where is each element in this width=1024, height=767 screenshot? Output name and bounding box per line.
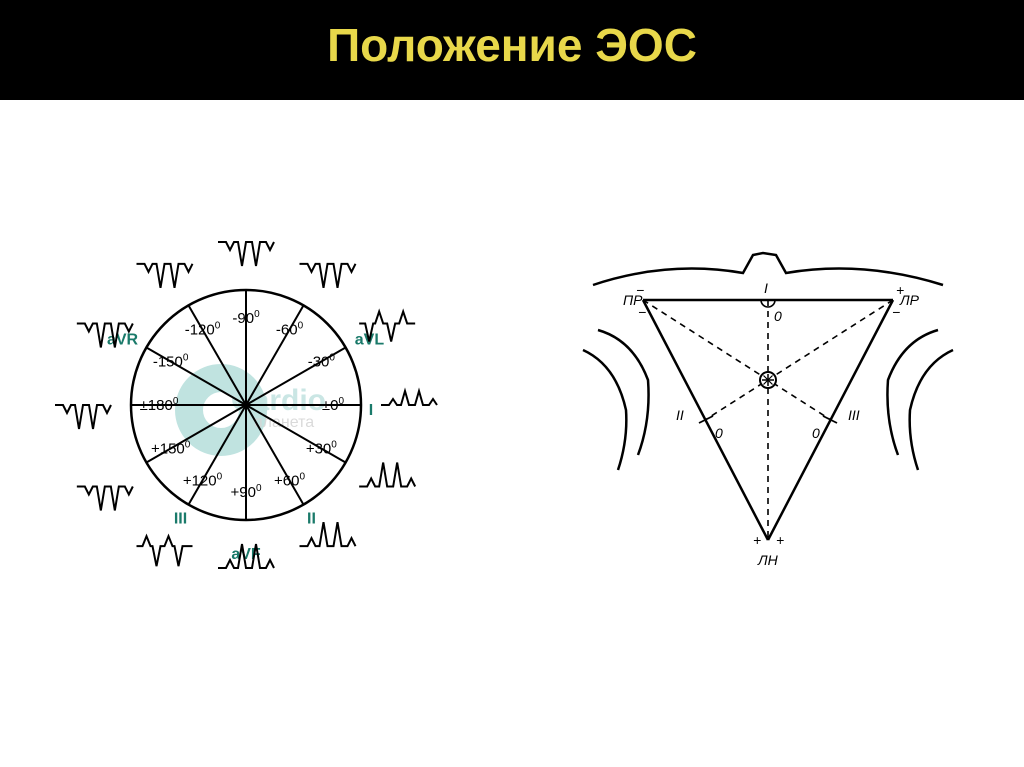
angle-label: -1200 bbox=[185, 321, 221, 339]
hexaxial-circle-panel: Cardio планета ±00+300+600+900+1200+1500… bbox=[36, 195, 476, 635]
qrs-waveform bbox=[55, 405, 111, 429]
watermark-text-2: планета bbox=[254, 414, 314, 431]
zero-right: 0 bbox=[812, 425, 820, 441]
page-title: Положение ЭОС bbox=[327, 19, 697, 71]
qrs-waveform bbox=[77, 487, 133, 511]
qrs-waveform bbox=[300, 264, 356, 288]
lead-II: II bbox=[676, 407, 684, 423]
sign-plus-br: + bbox=[776, 532, 784, 548]
sign-plus-bl: + bbox=[753, 532, 761, 548]
lead-label: I bbox=[369, 402, 373, 419]
qrs-waveform bbox=[359, 312, 415, 342]
angle-label: +1500 bbox=[151, 440, 191, 458]
label-ln: ЛН bbox=[757, 552, 779, 568]
qrs-waveform bbox=[218, 242, 274, 266]
label-lr: ЛР bbox=[899, 292, 920, 308]
angle-label: ±1800 bbox=[140, 396, 179, 414]
zero-left: 0 bbox=[715, 425, 723, 441]
angle-label: -900 bbox=[232, 309, 260, 327]
angle-label: ±00 bbox=[322, 396, 345, 414]
qrs-waveform bbox=[137, 264, 193, 288]
lead-III: III bbox=[848, 407, 860, 423]
angle-label: +1200 bbox=[183, 471, 223, 489]
lead-label: II bbox=[307, 510, 316, 527]
header: Положение ЭОС bbox=[0, 0, 1024, 100]
content-area: Cardio планета ±00+300+600+900+1200+1500… bbox=[0, 100, 1024, 730]
label-pr: ПР bbox=[623, 292, 643, 308]
qrs-waveform bbox=[359, 463, 415, 487]
einthoven-svg: − + − − + + ПР ЛР ЛН I II III 0 0 0 bbox=[548, 205, 988, 625]
angle-label: +900 bbox=[230, 483, 261, 501]
angle-label: -300 bbox=[308, 353, 336, 371]
angle-label: +600 bbox=[274, 471, 305, 489]
qrs-waveform bbox=[137, 536, 193, 566]
zero-top: 0 bbox=[774, 308, 782, 324]
qrs-waveform bbox=[381, 391, 437, 405]
lead-I: I bbox=[764, 280, 768, 296]
hexaxial-svg: Cardio планета ±00+300+600+900+1200+1500… bbox=[36, 195, 476, 635]
angle-label: -600 bbox=[276, 321, 304, 339]
lead-label: III bbox=[174, 510, 187, 527]
einthoven-panel: − + − − + + ПР ЛР ЛН I II III 0 0 0 bbox=[548, 205, 988, 625]
sign-minus-r3: − bbox=[892, 304, 900, 320]
